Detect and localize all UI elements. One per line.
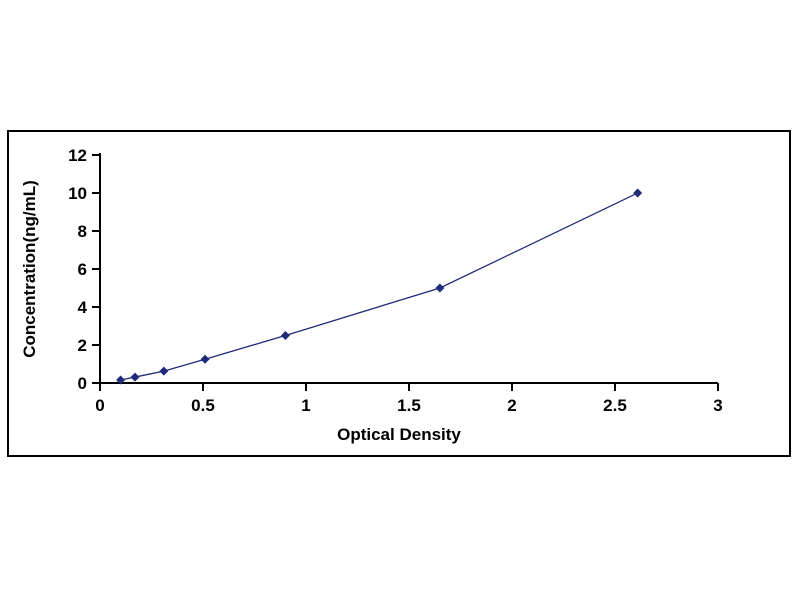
y-tick-label: 2	[78, 336, 87, 355]
y-tick-label: 10	[68, 184, 87, 203]
x-tick-label: 0	[95, 396, 104, 415]
y-tick-label: 8	[78, 222, 87, 241]
x-tick-label: 1	[301, 396, 310, 415]
data-point-marker	[159, 366, 169, 376]
standard-curve-chart: 0 2 4 6 8 10 12 0 0.5 1 1.5 2 2.5 3 Concentration(ng/…	[7, 130, 791, 457]
data-point-marker	[435, 283, 445, 293]
y-tick-label: 12	[68, 146, 87, 165]
y-tick-label: 4	[78, 298, 88, 317]
data-line	[120, 192, 638, 381]
data-point-marker	[116, 375, 126, 385]
x-axis-label: Optical Density	[337, 425, 461, 444]
data-point-marker	[130, 372, 140, 382]
data-point-marker	[280, 331, 290, 340]
data-point-marker	[200, 354, 210, 364]
x-tick-label: 1.5	[397, 396, 421, 415]
x-tick-label: 2	[507, 396, 516, 415]
y-axis-label: Concentration(ng/mL)	[20, 180, 39, 358]
x-tick-label: 0.5	[191, 396, 215, 415]
x-tick-label: 2.5	[603, 396, 627, 415]
y-tick-label: 0	[78, 374, 87, 393]
data-point-marker	[633, 188, 643, 198]
chart-plot-area: 0 2 4 6 8 10 12 0 0.5 1 1.5 2 2.5 3	[68, 146, 723, 415]
x-tick-label: 3	[713, 396, 722, 415]
y-tick-label: 6	[78, 260, 87, 279]
